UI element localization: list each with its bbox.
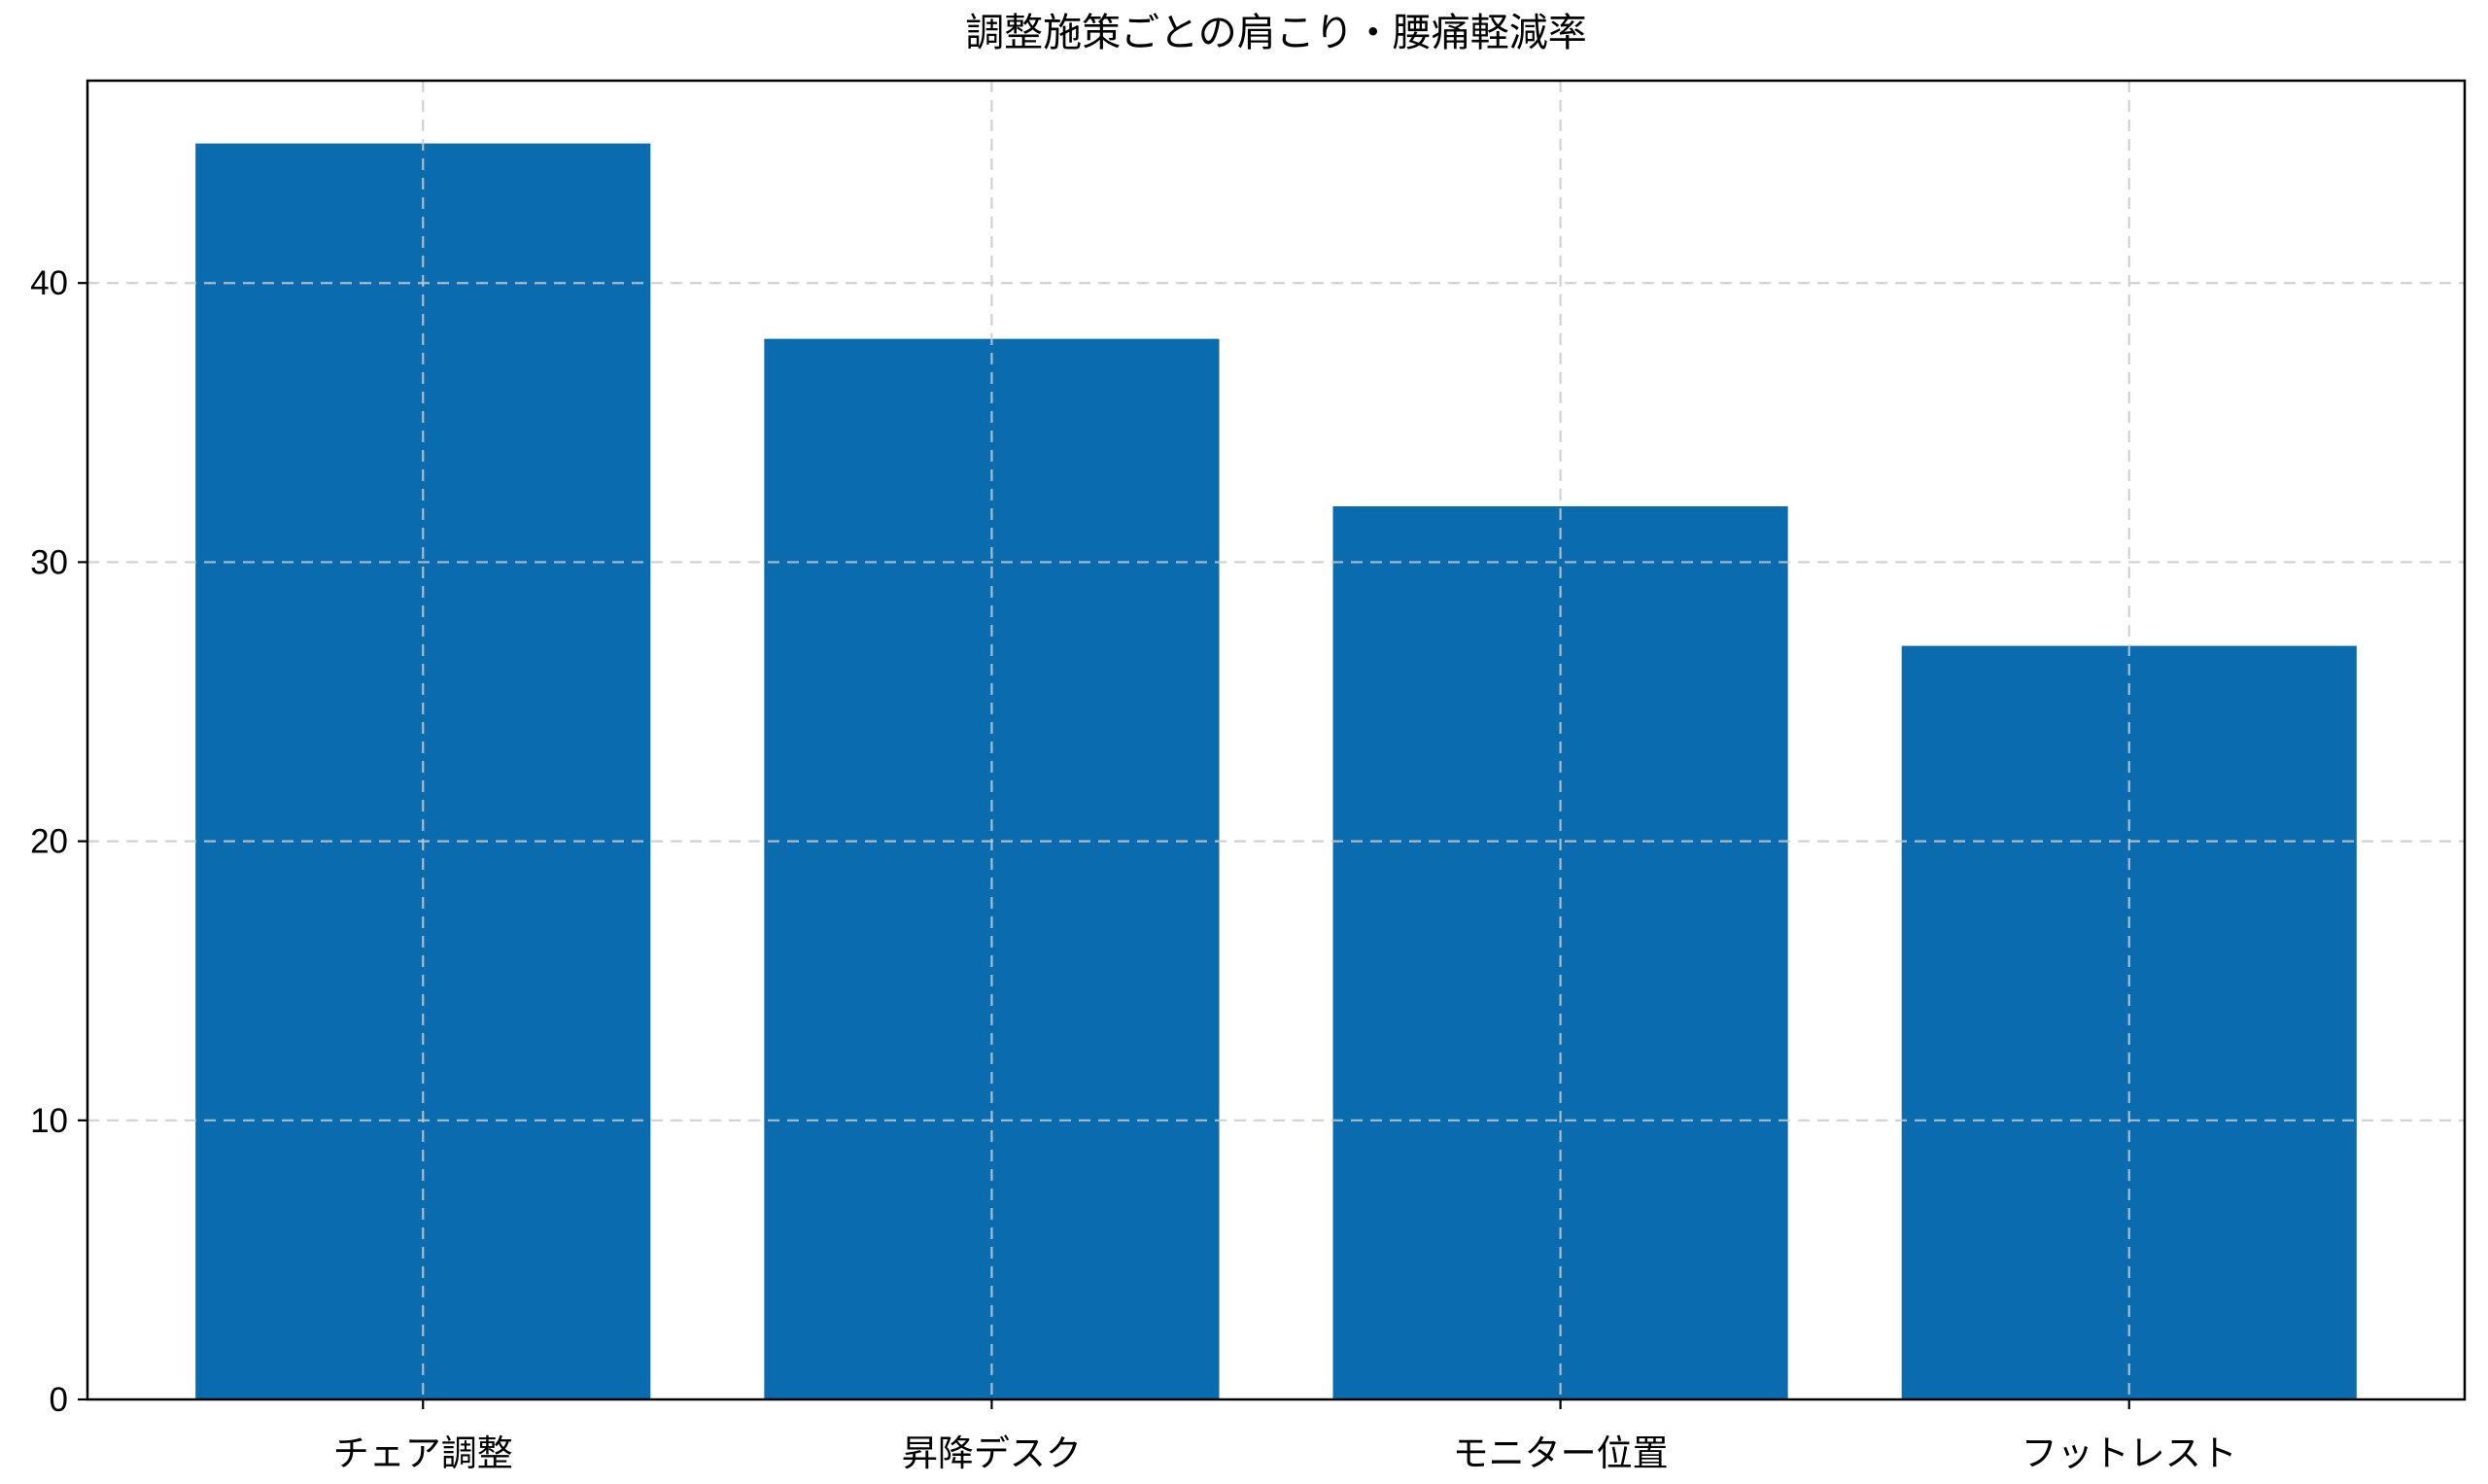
- plot-border: [86, 79, 2467, 1401]
- x-tick-label: 昇降デスク: [902, 1433, 1082, 1473]
- y-tick-label: 30: [30, 543, 68, 581]
- chart-title: 調整施策ごとの肩こり・腰痛軽減率: [965, 12, 1587, 54]
- axes-layer: [78, 79, 2467, 1409]
- labels-layer: 0 10 20 30 40 チェア調整 昇降デスク モニター位置 フットレスト: [30, 264, 2237, 1473]
- x-tick-label: フットレスト: [2022, 1433, 2237, 1473]
- y-tick-label: 0: [50, 1381, 68, 1419]
- y-tick-label: 40: [30, 264, 68, 302]
- x-tick-label: チェア調整: [333, 1433, 513, 1473]
- grid-layer: [87, 81, 2465, 1399]
- bar-2: [1332, 505, 1788, 1399]
- bars-layer: [195, 143, 2357, 1400]
- x-tick-label: モニター位置: [1453, 1433, 1669, 1473]
- y-tick-label: 10: [30, 1102, 68, 1140]
- y-tick-label: 20: [30, 823, 68, 861]
